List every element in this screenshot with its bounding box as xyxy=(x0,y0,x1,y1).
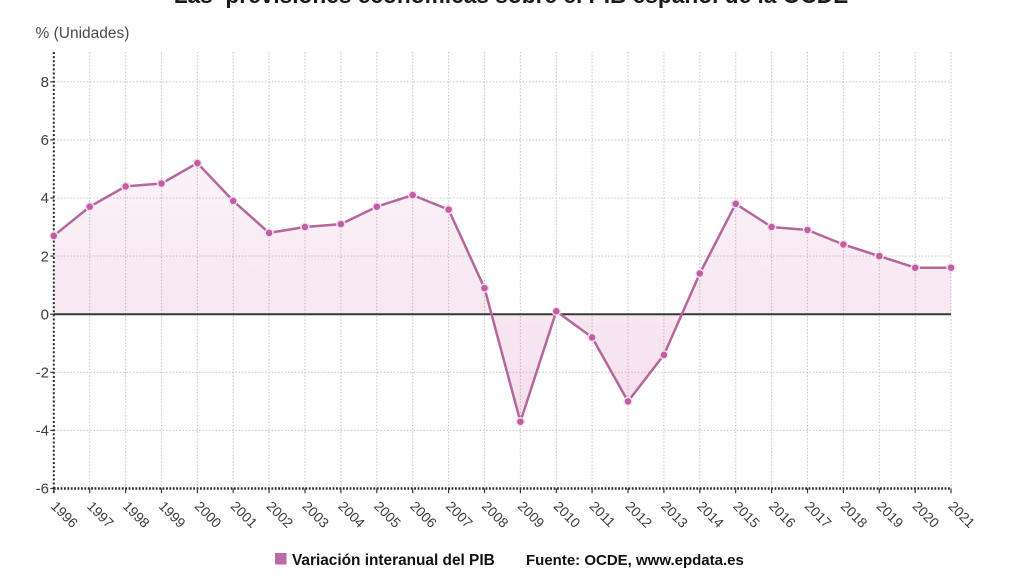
svg-text:% (Unidades): % (Unidades) xyxy=(36,25,130,42)
svg-text:-2: -2 xyxy=(36,365,49,382)
svg-text:-4: -4 xyxy=(36,423,49,440)
svg-text:8: 8 xyxy=(41,74,49,91)
svg-text:Variación interanual del PIB: Variación interanual del PIB xyxy=(292,552,495,569)
svg-text:Las previsiones económicas so: Las previsiones económicas sobre el PIB … xyxy=(174,0,849,8)
svg-text:0: 0 xyxy=(41,306,49,323)
svg-text:2: 2 xyxy=(41,248,49,265)
svg-text:4: 4 xyxy=(41,190,49,207)
svg-text:Fuente: OCDE, www.epdata.es: Fuente: OCDE, www.epdata.es xyxy=(526,552,744,569)
svg-text:6: 6 xyxy=(41,132,49,149)
svg-text:-6: -6 xyxy=(36,481,49,498)
